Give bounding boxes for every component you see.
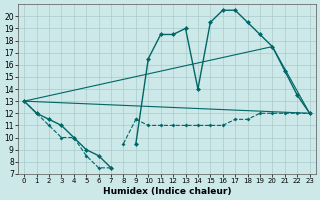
X-axis label: Humidex (Indice chaleur): Humidex (Indice chaleur)	[103, 187, 231, 196]
